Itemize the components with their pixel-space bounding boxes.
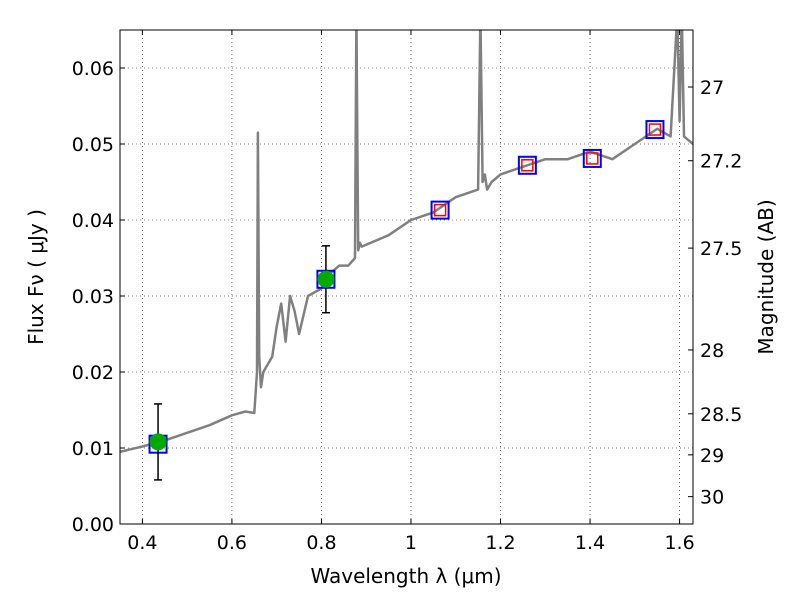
observed-photometry-point — [317, 270, 335, 288]
y-tick-label: 0.05 — [72, 134, 114, 156]
y-tick-label: 0.02 — [72, 362, 114, 384]
y-tick-label: 0.04 — [72, 210, 114, 232]
plot-frame — [119, 29, 694, 525]
y-tick-label: 0.01 — [72, 438, 114, 460]
magnitude-tick-label: 29 — [700, 445, 724, 467]
x-axis: 0.4 0.6 0.8 1 1.2 1.4 1.6 — [127, 30, 695, 554]
model-photometry-marker — [430, 200, 450, 220]
magnitude-tick-label: 27.2 — [700, 151, 742, 173]
y-tick-label: 0.03 — [72, 286, 114, 308]
x-tick-label: 0.6 — [217, 532, 247, 554]
x-axis-label: Wavelength λ (μm) — [310, 564, 501, 588]
model-photometry-marker — [582, 148, 602, 168]
x-tick-label: 0.4 — [127, 532, 157, 554]
magnitude-tick-label: 28 — [700, 340, 724, 362]
model-photometry-marker — [645, 120, 665, 140]
x-tick-label: 1.6 — [664, 532, 694, 554]
y-tick-label: 0.00 — [72, 514, 114, 536]
model-photometry-inner-marker — [521, 159, 534, 172]
model-photometry-inner-marker — [586, 152, 599, 165]
x-tick-label: 1 — [405, 532, 417, 554]
y-tick-label: 0.06 — [72, 58, 114, 80]
magnitude-axis: 27 27.2 27.5 28 28.5 29 30 — [688, 77, 742, 509]
magnitude-axis-label: Magnitude (AB) — [754, 199, 778, 354]
model-photometry-inner-marker — [648, 123, 662, 136]
plot-area — [120, 30, 693, 481]
magnitude-tick-label: 30 — [700, 487, 724, 509]
x-tick-label: 0.8 — [306, 532, 336, 554]
y-axis-label: Flux Fν ( μJy ) — [24, 209, 48, 345]
magnitude-tick-label: 27 — [700, 77, 724, 99]
magnitude-tick-label: 27.5 — [700, 238, 742, 260]
y-axis: 0.00 0.01 0.02 0.03 0.04 0.05 0.06 — [72, 58, 125, 536]
model-photometry-marker — [517, 155, 537, 175]
x-tick-label: 1.4 — [575, 532, 605, 554]
model-photometry-inner-marker — [433, 203, 447, 217]
magnitude-tick-label: 28.5 — [700, 404, 742, 426]
observed-photometry-point — [149, 433, 167, 451]
x-tick-label: 1.2 — [485, 532, 515, 554]
